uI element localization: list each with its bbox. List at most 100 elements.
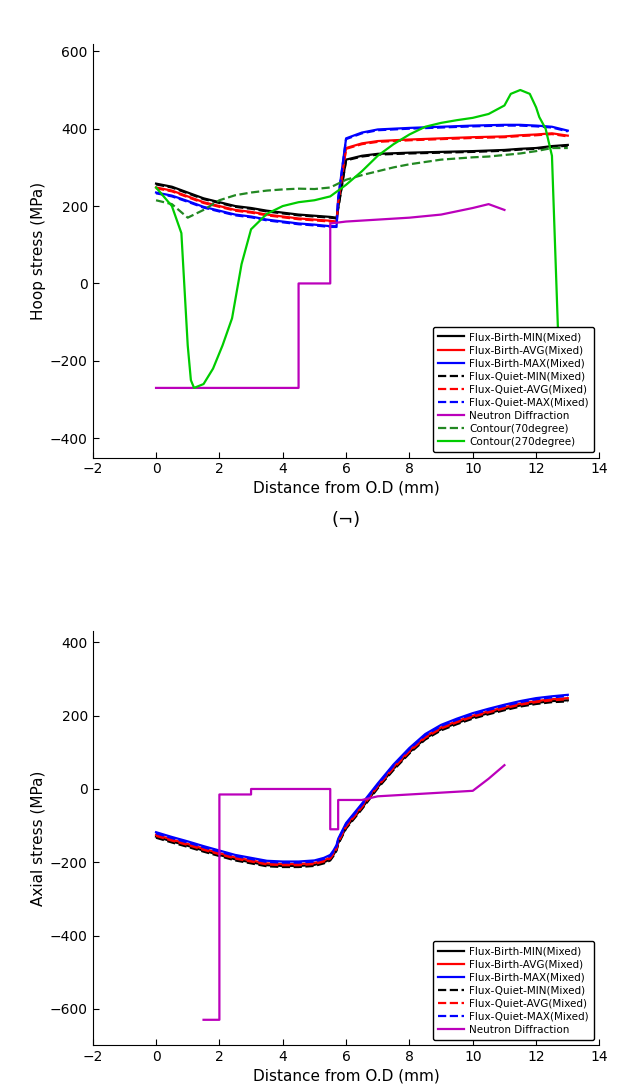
Flux-Quiet-AVG(Mixed) — [216, 200, 223, 213]
Flux-Birth-MAX(Mixed) — [342, 132, 350, 145]
Flux-Quiet-MAX(Mixed) — [334, 193, 342, 206]
Neutron Diffraction — [295, 277, 302, 290]
Neutron Diffraction — [485, 197, 493, 210]
Flux-Birth-MAX(Mixed) — [333, 220, 341, 233]
Flux-Quiet-AVG(Mixed) — [342, 143, 350, 156]
Flux-Birth-MIN(Mixed) — [247, 201, 255, 215]
Contour(270degree) — [374, 149, 381, 162]
Flux-Quiet-MIN(Mixed) — [390, 763, 397, 776]
Flux-Birth-MAX(Mixed) — [200, 840, 207, 853]
Flux-Quiet-MAX(Mixed) — [406, 122, 413, 135]
Flux-Quiet-MIN(Mixed) — [311, 210, 318, 223]
Contour(270degree) — [168, 199, 176, 212]
Flux-Quiet-AVG(Mixed) — [406, 134, 413, 147]
Flux-Quiet-MAX(Mixed) — [320, 853, 328, 866]
Flux-Birth-MIN(Mixed) — [548, 139, 556, 152]
Line: Flux-Birth-AVG(Mixed): Flux-Birth-AVG(Mixed) — [156, 698, 568, 864]
Flux-Quiet-MIN(Mixed) — [564, 695, 572, 708]
Flux-Birth-MAX(Mixed) — [232, 848, 239, 861]
Flux-Birth-MAX(Mixed) — [548, 120, 556, 133]
Flux-Birth-AVG(Mixed) — [548, 693, 556, 706]
Flux-Birth-MAX(Mixed) — [517, 119, 524, 132]
Contour(270degree) — [542, 122, 549, 135]
Flux-Birth-AVG(Mixed) — [333, 215, 341, 228]
Line: Flux-Birth-MAX(Mixed): Flux-Birth-MAX(Mixed) — [156, 125, 568, 227]
Line: Flux-Quiet-MAX(Mixed): Flux-Quiet-MAX(Mixed) — [156, 125, 568, 227]
Flux-Quiet-MAX(Mixed) — [263, 213, 271, 227]
Flux-Quiet-MIN(Mixed) — [232, 854, 239, 867]
Line: Flux-Quiet-MAX(Mixed): Flux-Quiet-MAX(Mixed) — [156, 696, 568, 862]
Flux-Quiet-MIN(Mixed) — [342, 822, 350, 835]
Flux-Birth-AVG(Mixed) — [390, 760, 397, 773]
Contour(270degree) — [517, 84, 524, 97]
Flux-Birth-MIN(Mixed) — [232, 853, 239, 866]
Flux-Quiet-MIN(Mixed) — [330, 849, 337, 862]
Flux-Quiet-MIN(Mixed) — [342, 154, 350, 167]
Line: Neutron Diffraction: Neutron Diffraction — [203, 766, 504, 1019]
Line: Flux-Birth-MIN(Mixed): Flux-Birth-MIN(Mixed) — [156, 700, 568, 866]
Flux-Birth-MIN(Mixed) — [168, 835, 176, 848]
Line: Flux-Quiet-MIN(Mixed): Flux-Quiet-MIN(Mixed) — [156, 701, 568, 867]
Flux-Birth-MAX(Mixed) — [184, 835, 192, 848]
Flux-Quiet-MAX(Mixed) — [311, 855, 318, 868]
Flux-Birth-MAX(Mixed) — [330, 844, 337, 857]
Flux-Quiet-MAX(Mixed) — [548, 690, 556, 703]
Flux-Quiet-MAX(Mixed) — [168, 832, 176, 845]
Flux-Birth-MIN(Mixed) — [279, 859, 287, 872]
Flux-Quiet-AVG(Mixed) — [247, 855, 255, 868]
Flux-Birth-MAX(Mixed) — [390, 758, 397, 771]
Flux-Quiet-AVG(Mixed) — [153, 182, 160, 195]
Flux-Birth-AVG(Mixed) — [406, 133, 413, 146]
Flux-Birth-AVG(Mixed) — [295, 857, 302, 870]
Flux-Quiet-MIN(Mixed) — [295, 860, 302, 873]
Flux-Quiet-AVG(Mixed) — [564, 130, 572, 143]
Flux-Birth-AVG(Mixed) — [421, 730, 429, 743]
Flux-Birth-MAX(Mixed) — [374, 776, 381, 790]
Flux-Quiet-AVG(Mixed) — [184, 191, 192, 204]
Flux-Birth-AVG(Mixed) — [548, 126, 556, 139]
Flux-Birth-AVG(Mixed) — [247, 854, 255, 867]
Contour(70degree) — [406, 158, 413, 171]
Flux-Birth-MAX(Mixed) — [232, 208, 239, 221]
Contour(70degree) — [533, 145, 540, 158]
Contour(70degree) — [184, 211, 192, 224]
Flux-Quiet-MIN(Mixed) — [334, 837, 342, 851]
Flux-Quiet-MAX(Mixed) — [184, 836, 192, 849]
Contour(270degree) — [526, 87, 533, 100]
Flux-Quiet-AVG(Mixed) — [232, 852, 239, 865]
Flux-Quiet-MAX(Mixed) — [168, 189, 176, 203]
Flux-Quiet-MIN(Mixed) — [517, 143, 524, 156]
Flux-Quiet-MAX(Mixed) — [342, 818, 350, 831]
Flux-Quiet-MIN(Mixed) — [374, 148, 381, 161]
Flux-Quiet-MAX(Mixed) — [153, 827, 160, 840]
Flux-Quiet-AVG(Mixed) — [533, 696, 540, 709]
Flux-Quiet-MIN(Mixed) — [358, 150, 366, 163]
Flux-Birth-AVG(Mixed) — [533, 695, 540, 708]
Flux-Birth-MAX(Mixed) — [326, 848, 334, 861]
Flux-Birth-MIN(Mixed) — [517, 143, 524, 156]
Flux-Birth-MIN(Mixed) — [333, 843, 341, 856]
Flux-Quiet-MAX(Mixed) — [469, 120, 476, 133]
Flux-Quiet-MAX(Mixed) — [548, 121, 556, 134]
Flux-Birth-MIN(Mixed) — [200, 844, 207, 857]
Flux-Birth-MIN(Mixed) — [311, 858, 318, 871]
Flux-Birth-MIN(Mixed) — [501, 702, 508, 715]
Neutron Diffraction — [295, 381, 302, 394]
Flux-Quiet-AVG(Mixed) — [358, 137, 366, 150]
Flux-Birth-AVG(Mixed) — [334, 196, 342, 209]
Flux-Quiet-AVG(Mixed) — [564, 693, 572, 706]
Flux-Birth-AVG(Mixed) — [216, 846, 223, 859]
Contour(270degree) — [501, 99, 508, 112]
Flux-Birth-MIN(Mixed) — [216, 848, 223, 861]
Flux-Birth-MAX(Mixed) — [501, 119, 508, 132]
Flux-Birth-MAX(Mixed) — [533, 692, 540, 705]
Flux-Birth-AVG(Mixed) — [153, 181, 160, 194]
Flux-Quiet-MIN(Mixed) — [501, 144, 508, 157]
Flux-Birth-AVG(Mixed) — [326, 215, 334, 228]
Contour(270degree) — [219, 339, 226, 352]
Flux-Birth-AVG(Mixed) — [501, 700, 508, 713]
Flux-Quiet-MAX(Mixed) — [374, 124, 381, 137]
Flux-Quiet-AVG(Mixed) — [168, 834, 176, 847]
Flux-Quiet-AVG(Mixed) — [453, 715, 460, 729]
Flux-Birth-AVG(Mixed) — [232, 851, 239, 864]
